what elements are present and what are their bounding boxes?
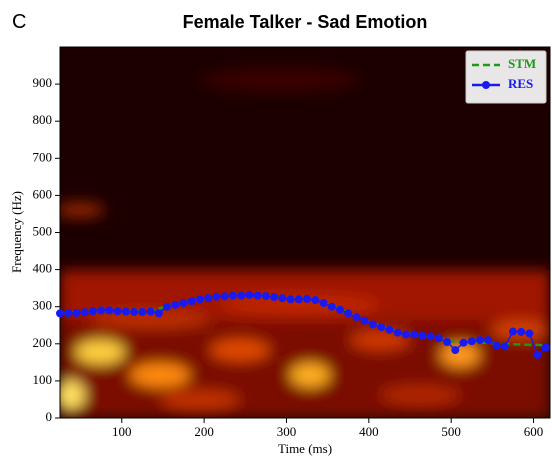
data-point [97, 306, 106, 315]
data-point [196, 295, 204, 304]
data-point [319, 298, 328, 307]
data-point [121, 307, 130, 316]
data-point [130, 307, 139, 316]
data-point [434, 334, 443, 343]
x-tick-label: 500 [441, 424, 461, 439]
y-axis-label: Frequency (Hz) [9, 191, 24, 273]
data-point [163, 302, 172, 311]
x-tick-label: 100 [112, 424, 132, 439]
data-point [541, 343, 550, 352]
data-point [212, 292, 221, 301]
data-point [336, 305, 344, 314]
data-point [113, 307, 122, 316]
data-point [500, 342, 509, 351]
data-point [80, 308, 89, 317]
x-tick-label: 300 [277, 424, 297, 439]
y-tick-label: 700 [33, 149, 53, 164]
y-tick-label: 900 [33, 75, 53, 90]
data-point [245, 290, 254, 299]
data-point [352, 313, 361, 322]
data-point [467, 337, 476, 346]
data-point [410, 330, 419, 339]
y-tick-label: 100 [33, 372, 53, 387]
data-point [105, 306, 114, 315]
data-point [459, 338, 468, 347]
data-point [286, 295, 295, 304]
data-point [401, 330, 410, 339]
data-point [492, 341, 501, 350]
panel-label: C [12, 11, 26, 33]
data-point [146, 307, 155, 316]
data-point [294, 295, 303, 304]
data-point [278, 294, 287, 303]
data-point [484, 336, 493, 345]
data-point [377, 323, 386, 332]
data-point [451, 346, 460, 355]
data-point [56, 309, 64, 318]
x-tick-label: 600 [524, 424, 544, 439]
x-tick-label: 400 [359, 424, 379, 439]
data-point [368, 320, 377, 329]
data-point [220, 292, 229, 301]
y-tick-label: 400 [33, 261, 53, 276]
data-point [443, 337, 452, 346]
legend: STM RES [465, 50, 547, 104]
data-point [72, 309, 81, 318]
x-tick-label: 200 [194, 424, 214, 439]
data-point [517, 327, 526, 336]
data-point [311, 296, 320, 305]
legend-label: RES [508, 76, 533, 91]
x-axis-label: Time (ms) [278, 441, 332, 456]
y-tick-label: 300 [33, 298, 53, 313]
data-point [204, 294, 213, 303]
legend-label: STM [508, 56, 536, 71]
data-point [228, 291, 237, 300]
data-point [303, 294, 312, 303]
data-point [426, 332, 435, 341]
y-tick-label: 200 [33, 335, 53, 350]
data-point [237, 291, 246, 300]
y-tick-label: 0 [46, 409, 53, 424]
spectrogram [60, 47, 550, 418]
y-tick-label: 500 [33, 223, 53, 238]
data-point [64, 309, 73, 318]
y-tick-label: 800 [33, 112, 53, 127]
data-point [253, 291, 262, 300]
data-point [344, 309, 353, 318]
data-point [533, 350, 542, 359]
data-point [393, 328, 402, 337]
data-point [88, 307, 97, 316]
legend-marker [482, 81, 490, 89]
data-point [179, 298, 188, 307]
data-point [171, 300, 180, 309]
data-point [476, 336, 484, 345]
data-point [187, 297, 196, 306]
data-point [508, 327, 517, 336]
chart-title: Female Talker - Sad Emotion [183, 12, 428, 32]
data-point [154, 309, 163, 318]
data-point [270, 293, 279, 302]
data-point [360, 316, 369, 325]
data-point [418, 331, 427, 340]
data-point [261, 291, 270, 300]
data-point [385, 325, 394, 334]
data-point [525, 329, 534, 338]
data-point [138, 307, 147, 316]
data-point [327, 302, 336, 311]
y-tick-label: 600 [33, 186, 53, 201]
